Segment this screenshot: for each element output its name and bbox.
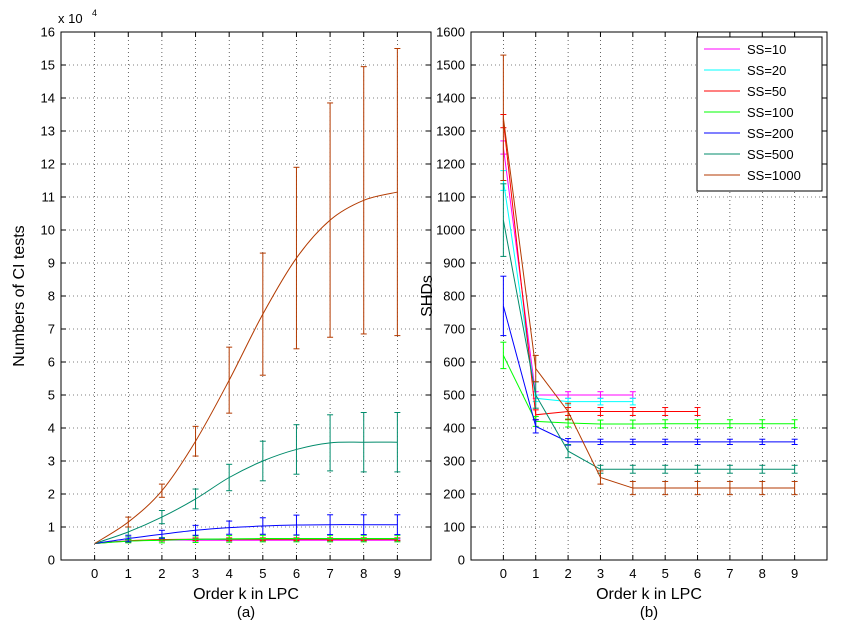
series-line-ss1000 xyxy=(94,191,398,544)
y-tick-label: 1600 xyxy=(436,25,465,40)
y-tick-label: 200 xyxy=(443,487,465,502)
series-line-ss200 xyxy=(502,305,795,443)
x-tick-label: 5 xyxy=(662,566,669,581)
y-tick-label: 6 xyxy=(48,355,55,370)
series-line-ss1000 xyxy=(502,117,795,489)
x-tick-label: 8 xyxy=(360,566,367,581)
y-tick-label: 4 xyxy=(48,421,55,436)
y-tick-label: 1100 xyxy=(437,190,465,205)
y-tick-label: 400 xyxy=(443,421,465,436)
legend-label-ss1000: SS=1000 xyxy=(747,168,801,183)
y-tick-label: 11 xyxy=(42,190,56,205)
x-tick-label: 4 xyxy=(226,566,233,581)
y-tick-label: 15 xyxy=(41,58,55,73)
legend-label-ss100: SS=100 xyxy=(747,105,794,120)
y-tick-label: 1000 xyxy=(436,223,465,238)
y-tick-label: 300 xyxy=(443,454,465,469)
y-tick-label: 600 xyxy=(443,355,465,370)
x-tick-label: 1 xyxy=(125,566,132,581)
chart-panel-a: 0 1 2 3 4 5 6 7 8 9012345678910111213141516Order … xyxy=(11,8,432,621)
y-multiplier-exponent: 4 xyxy=(92,8,97,18)
legend: SS=10 SS=20 SS=50 SS=100 SS=200 SS=500 SS=1000 xyxy=(696,36,823,192)
x-tick-label: 2 xyxy=(158,566,165,581)
chart-panel-b: 0 1 2 3 4 5 6 7 8 9 0 100 200 300 400 500 600 700 800 900 10… xyxy=(419,25,828,621)
x-axis-label: Order k in LPC xyxy=(596,586,702,603)
series-line-ss200 xyxy=(94,524,398,544)
panel-label: (b) xyxy=(640,604,658,621)
y-tick-label: 0 xyxy=(48,553,55,568)
series-line-ss100 xyxy=(94,538,398,544)
series-ss500 xyxy=(500,183,798,474)
y-tick-label: 2 xyxy=(48,487,55,502)
y-tick-label: 10 xyxy=(41,223,55,238)
y-tick-label: 14 xyxy=(41,91,55,106)
series-ss200 xyxy=(94,514,401,544)
y-tick-label: 7 xyxy=(48,322,55,337)
series-line-ss50 xyxy=(94,538,398,544)
y-tick-label: 800 xyxy=(443,289,465,304)
y-tick-label: 100 xyxy=(443,520,465,535)
legend-label-ss500: SS=500 xyxy=(747,147,794,162)
y-tick-label: 8 xyxy=(48,289,55,304)
series-ss1000 xyxy=(500,54,798,496)
series-ss500 xyxy=(94,411,401,544)
y-multiplier-label: x 10 xyxy=(58,11,83,26)
legend-label-ss200: SS=200 xyxy=(747,126,794,141)
x-tick-label: 5 xyxy=(259,566,266,581)
y-tick-label: 3 xyxy=(48,454,55,469)
y-tick-label: 1200 xyxy=(436,157,465,172)
series-ss100 xyxy=(500,341,798,429)
x-tick-label: 0 xyxy=(91,566,98,581)
y-tick-label: 5 xyxy=(48,388,55,403)
x-axis-label: Order k in LPC xyxy=(193,586,299,603)
y-tick-label: 500 xyxy=(443,388,465,403)
legend-label-ss10: SS=10 xyxy=(747,42,786,57)
y-tick-label: 9 xyxy=(48,256,55,271)
series-ss200 xyxy=(500,275,798,446)
legend-box xyxy=(696,36,823,192)
legend-label-ss20: SS=20 xyxy=(747,63,786,78)
x-tick-label: 6 xyxy=(293,566,300,581)
panel-label: (a) xyxy=(237,604,255,621)
x-tick-label: 9 xyxy=(394,566,401,581)
series-line-ss500 xyxy=(502,220,795,470)
y-tick-label: 700 xyxy=(443,322,465,337)
y-tick-label: 1 xyxy=(48,520,55,535)
series-line-ss500 xyxy=(94,441,398,544)
x-tick-label: 3 xyxy=(192,566,199,581)
x-tick-label: 9 xyxy=(791,566,798,581)
y-tick-label: 1400 xyxy=(436,91,465,106)
y-tick-label: 0 xyxy=(458,553,465,568)
x-tick-label: 8 xyxy=(759,566,766,581)
y-tick-label: 1500 xyxy=(436,58,465,73)
y-tick-label: 13 xyxy=(41,124,55,139)
x-tick-label: 7 xyxy=(726,566,733,581)
x-tick-label: 2 xyxy=(564,566,571,581)
x-tick-label: 3 xyxy=(597,566,604,581)
x-tick-label: 0 xyxy=(500,566,507,581)
y-tick-label: 900 xyxy=(443,256,465,271)
y-tick-label: 12 xyxy=(41,157,55,172)
series-ss10 xyxy=(500,140,636,399)
x-tick-label: 4 xyxy=(629,566,636,581)
x-tick-label: 7 xyxy=(326,566,333,581)
y-axis-label: Numbers of CI tests xyxy=(11,225,28,366)
x-tick-label: 6 xyxy=(694,566,701,581)
y-axis-label: SHDs xyxy=(419,275,436,317)
legend-label-ss50: SS=50 xyxy=(747,84,786,99)
y-tick-label: 1300 xyxy=(436,124,465,139)
y-tick-label: 16 xyxy=(41,25,55,40)
x-tick-label: 1 xyxy=(532,566,539,581)
series-ss1000 xyxy=(94,48,401,544)
